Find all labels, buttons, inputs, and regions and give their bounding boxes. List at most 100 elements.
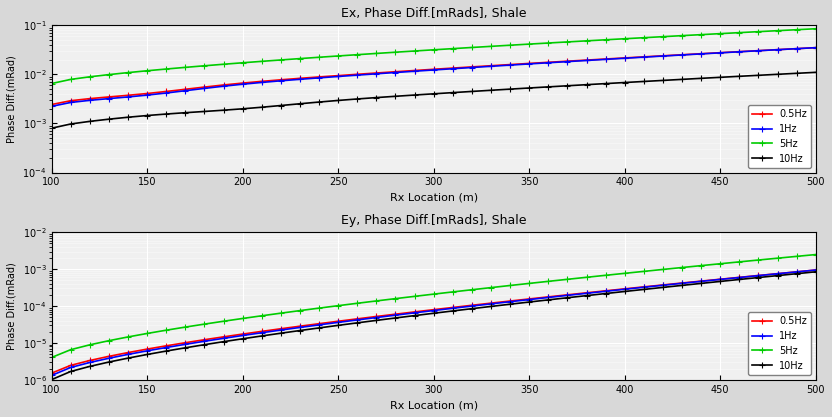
Title: Ex, Phase Diff.[mRads], Shale: Ex, Phase Diff.[mRads], Shale — [341, 7, 527, 20]
1Hz — [409, 69, 419, 74]
5Hz — [104, 72, 114, 77]
5Hz — [142, 68, 152, 73]
0.5Hz — [754, 273, 764, 278]
5Hz — [123, 334, 133, 339]
0.5Hz — [735, 49, 745, 54]
5Hz — [639, 269, 649, 274]
1Hz — [142, 348, 152, 353]
10Hz — [448, 90, 458, 95]
1Hz — [66, 100, 76, 105]
10Hz — [47, 126, 57, 131]
10Hz — [85, 364, 95, 369]
0.5Hz — [219, 83, 229, 88]
10Hz — [85, 119, 95, 124]
10Hz — [276, 331, 286, 336]
0.5Hz — [123, 93, 133, 98]
0.5Hz — [639, 284, 649, 289]
5Hz — [295, 56, 305, 61]
Y-axis label: Phase Diff.(mRad): Phase Diff.(mRad) — [7, 262, 17, 350]
1Hz — [409, 310, 419, 315]
5Hz — [792, 254, 802, 259]
5Hz — [639, 35, 649, 40]
0.5Hz — [524, 61, 534, 66]
10Hz — [543, 84, 553, 89]
0.5Hz — [677, 52, 687, 57]
5Hz — [677, 33, 687, 38]
0.5Hz — [811, 268, 821, 273]
1Hz — [524, 61, 534, 66]
0.5Hz — [85, 96, 95, 101]
1Hz — [543, 295, 553, 300]
10Hz — [811, 269, 821, 274]
5Hz — [409, 294, 419, 299]
5Hz — [467, 287, 477, 292]
1Hz — [620, 287, 630, 292]
5Hz — [390, 296, 400, 301]
0.5Hz — [142, 347, 152, 352]
10Hz — [104, 117, 114, 122]
0.5Hz — [543, 60, 553, 65]
10Hz — [390, 316, 400, 321]
Line: 10Hz: 10Hz — [48, 268, 820, 383]
5Hz — [773, 28, 783, 33]
1Hz — [352, 317, 362, 322]
X-axis label: Rx Location (m): Rx Location (m) — [389, 400, 478, 410]
0.5Hz — [333, 73, 343, 78]
Legend: 0.5Hz, 1Hz, 5Hz, 10Hz: 0.5Hz, 1Hz, 5Hz, 10Hz — [748, 106, 811, 168]
5Hz — [696, 263, 706, 268]
0.5Hz — [142, 91, 152, 96]
10Hz — [716, 75, 726, 80]
0.5Hz — [601, 56, 611, 61]
10Hz — [716, 279, 726, 284]
0.5Hz — [276, 326, 286, 331]
5Hz — [295, 308, 305, 313]
0.5Hz — [505, 62, 515, 67]
0.5Hz — [161, 343, 171, 348]
10Hz — [333, 98, 343, 103]
5Hz — [467, 45, 477, 50]
0.5Hz — [716, 50, 726, 55]
Line: 0.5Hz: 0.5Hz — [48, 266, 820, 377]
0.5Hz — [371, 70, 381, 75]
Legend: 0.5Hz, 1Hz, 5Hz, 10Hz: 0.5Hz, 1Hz, 5Hz, 10Hz — [748, 312, 811, 375]
1Hz — [352, 73, 362, 78]
10Hz — [677, 283, 687, 288]
10Hz — [371, 318, 381, 323]
0.5Hz — [792, 46, 802, 51]
10Hz — [601, 81, 611, 86]
0.5Hz — [85, 358, 95, 363]
0.5Hz — [66, 363, 76, 368]
10Hz — [658, 285, 668, 290]
1Hz — [639, 55, 649, 60]
5Hz — [47, 355, 57, 360]
0.5Hz — [677, 281, 687, 286]
1Hz — [448, 306, 458, 311]
5Hz — [658, 34, 668, 39]
1Hz — [104, 96, 114, 101]
1Hz — [467, 304, 477, 309]
0.5Hz — [773, 47, 783, 52]
5Hz — [238, 60, 248, 65]
10Hz — [677, 77, 687, 82]
Line: 5Hz: 5Hz — [48, 25, 820, 87]
5Hz — [409, 48, 419, 53]
5Hz — [582, 275, 592, 280]
0.5Hz — [219, 334, 229, 339]
1Hz — [181, 342, 191, 347]
1Hz — [582, 291, 592, 296]
10Hz — [639, 287, 649, 292]
5Hz — [735, 30, 745, 35]
1Hz — [773, 47, 783, 52]
5Hz — [161, 328, 171, 333]
0.5Hz — [123, 350, 133, 355]
1Hz — [620, 56, 630, 61]
Line: 1Hz: 1Hz — [48, 44, 820, 110]
5Hz — [276, 311, 286, 316]
10Hz — [314, 325, 324, 330]
0.5Hz — [104, 94, 114, 99]
1Hz — [658, 53, 668, 58]
10Hz — [161, 111, 171, 116]
10Hz — [754, 73, 764, 78]
5Hz — [276, 58, 286, 63]
10Hz — [601, 291, 611, 296]
